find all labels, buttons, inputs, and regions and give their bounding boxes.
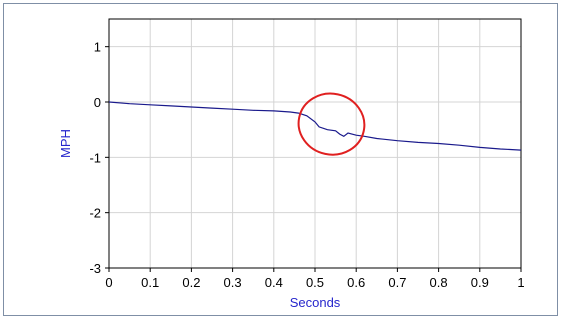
- x-tick-label: 0.9: [471, 275, 489, 290]
- y-tick-label: -2: [89, 206, 101, 221]
- y-tick-label: 1: [94, 40, 101, 55]
- highlight-ellipse: [297, 92, 366, 156]
- x-tick-label: 0.5: [306, 275, 324, 290]
- y-tick-label: 0: [94, 95, 101, 110]
- chart-frame: [3, 3, 558, 316]
- series-line: [108, 101, 522, 151]
- y-axis-label: MPH: [58, 129, 73, 158]
- y-tick-label: -1: [89, 150, 101, 165]
- annotation-layer: [297, 92, 366, 156]
- x-tick-label: 0.6: [347, 275, 365, 290]
- x-tick-label: 0.8: [430, 275, 448, 290]
- y-axis-ticks: 1 0 -1 -2 -3: [89, 40, 109, 276]
- y-tick-label: -3: [89, 261, 101, 276]
- grid-lines: [108, 19, 522, 269]
- series-layer: [108, 101, 522, 151]
- x-axis-ticks: 0 0.1 0.2 0.3 0.4 0.5 0.6 0.7 0.8 0.9 1: [105, 268, 525, 290]
- x-tick-label: 0.3: [224, 275, 242, 290]
- x-tick-label: 0.7: [388, 275, 406, 290]
- x-tick-label: 0.4: [265, 275, 283, 290]
- x-tick-label: 0: [105, 275, 112, 290]
- x-tick-label: 0.2: [182, 275, 200, 290]
- x-axis-label: Seconds: [290, 295, 341, 310]
- x-tick-label: 0.1: [141, 275, 159, 290]
- x-tick-label: 1: [517, 275, 524, 290]
